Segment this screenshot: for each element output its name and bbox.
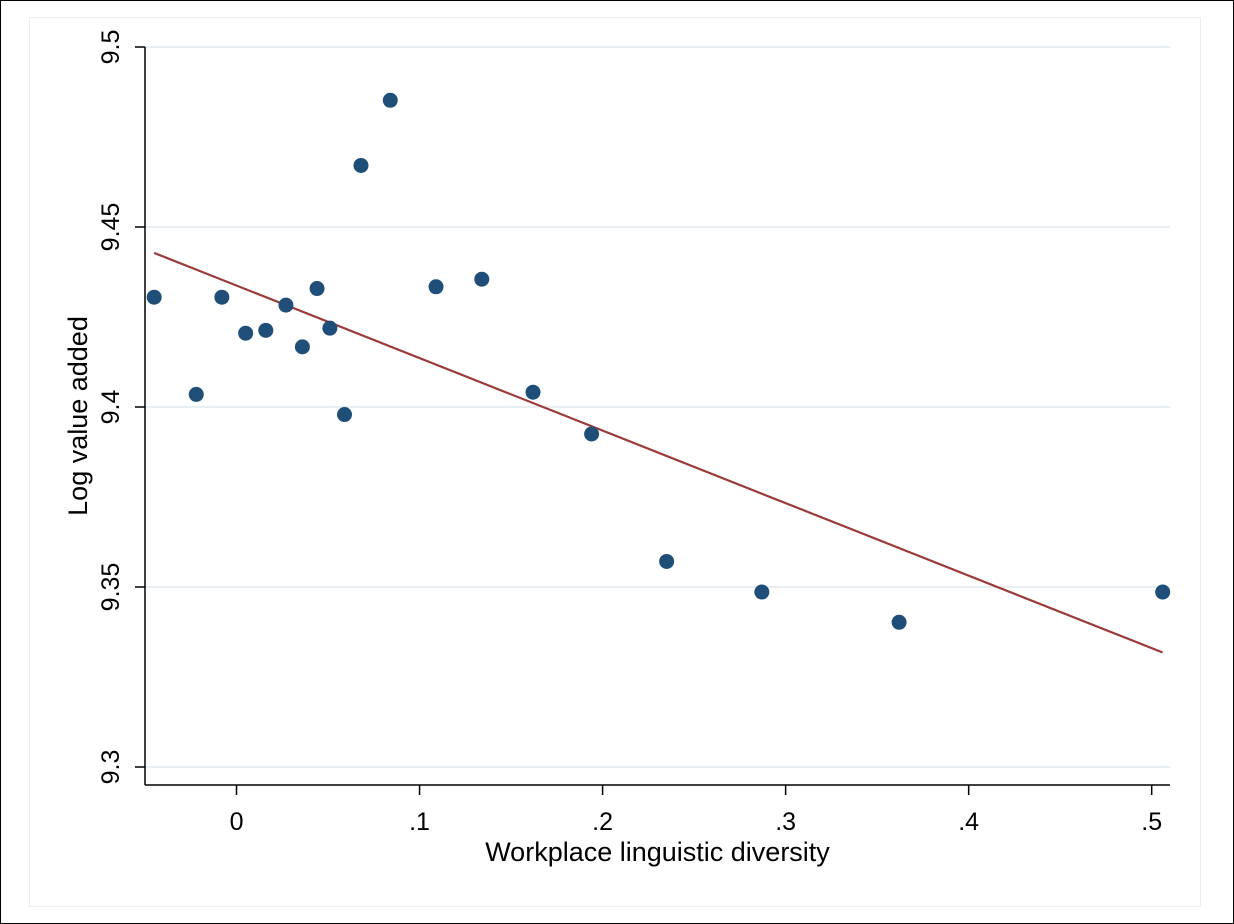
data-points <box>146 92 1171 630</box>
x-tick-label-4: .4 <box>958 808 979 836</box>
y-tick-label-1: 9.35 <box>97 563 125 612</box>
y-tick-label-2: 9.4 <box>97 390 125 425</box>
data-point-3 <box>238 325 254 341</box>
axes <box>144 47 1170 786</box>
data-point-2 <box>214 289 230 305</box>
data-point-0 <box>146 289 162 305</box>
x-tick-label-0: 0 <box>230 808 244 836</box>
data-point-17 <box>754 584 770 600</box>
y-tick-label-4: 9.5 <box>97 30 125 65</box>
fit-line-group <box>153 251 1164 654</box>
data-point-18 <box>891 614 907 630</box>
x-tick-label-2: .2 <box>592 808 613 836</box>
data-point-16 <box>659 553 675 569</box>
data-point-14 <box>525 384 541 400</box>
x-tick-label-3: .3 <box>775 808 796 836</box>
x-tick-label-1: .1 <box>409 808 430 836</box>
fit-line <box>153 251 1164 654</box>
data-point-12 <box>428 279 444 295</box>
x-ticks: 0 .1 .2 .3 .4 .5 <box>230 785 1162 836</box>
x-axis-title: Workplace linguistic diversity <box>485 837 830 867</box>
y-axis-title: Log value added <box>63 316 93 516</box>
y-tick-label-3: 9.45 <box>97 203 125 252</box>
y-tick-label-0: 9.3 <box>97 750 125 785</box>
data-point-9 <box>337 407 353 423</box>
data-point-6 <box>294 339 310 355</box>
data-point-1 <box>188 386 204 402</box>
y-ticks: 9.3 9.35 9.4 9.45 9.5 <box>97 30 145 785</box>
plot-region-border <box>29 17 1201 907</box>
data-point-5 <box>278 297 294 313</box>
data-point-13 <box>474 271 490 287</box>
data-point-15 <box>584 426 600 442</box>
data-point-10 <box>353 157 369 173</box>
data-point-7 <box>309 281 325 297</box>
data-point-19 <box>1155 584 1171 600</box>
data-point-4 <box>258 322 274 338</box>
data-point-11 <box>382 92 398 108</box>
x-tick-label-5: .5 <box>1141 808 1162 836</box>
grid-lines <box>145 46 1170 768</box>
data-point-8 <box>322 320 338 336</box>
